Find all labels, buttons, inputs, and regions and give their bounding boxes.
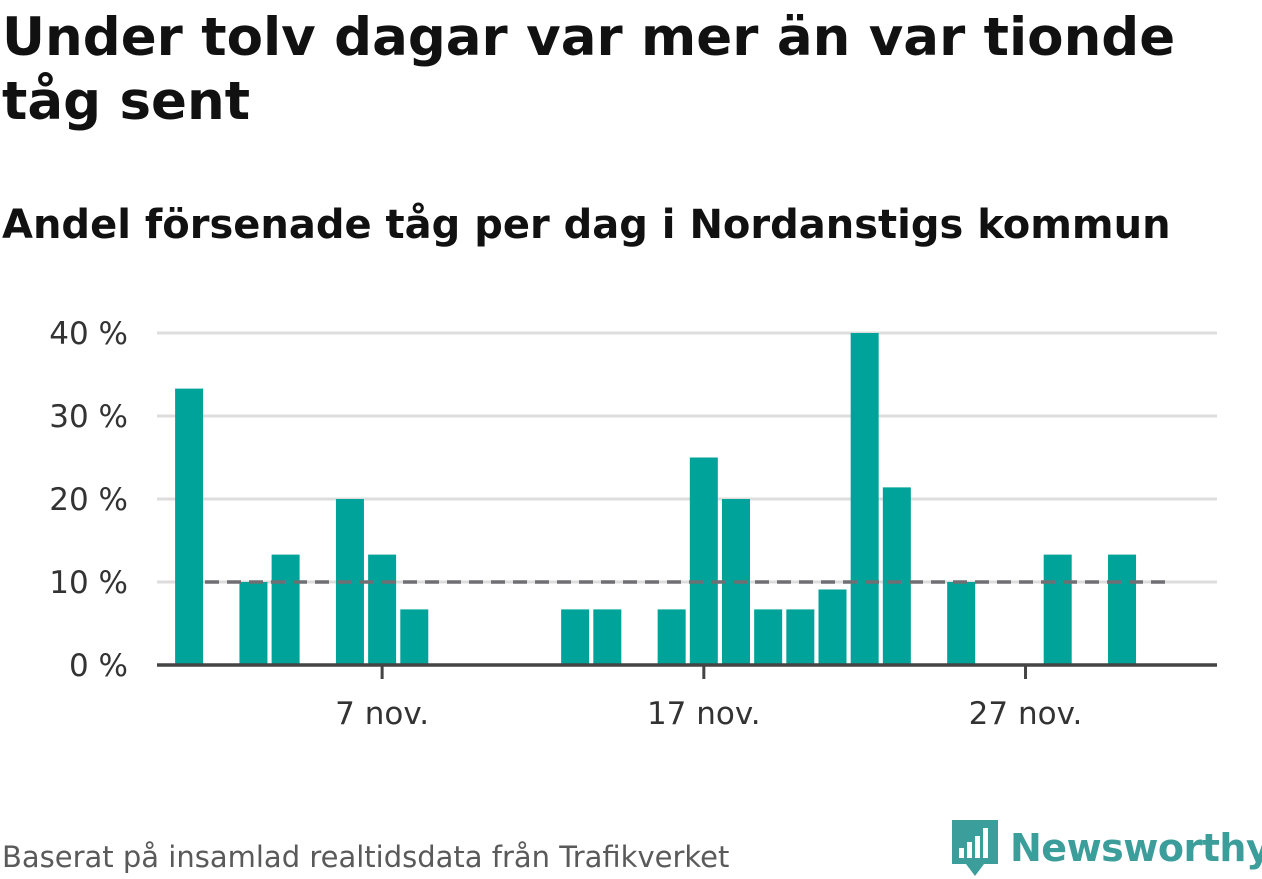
bar <box>271 554 300 665</box>
y-tick-label: 20 % <box>49 482 128 518</box>
bar <box>1043 554 1072 665</box>
page-title: Under tolv dagar var mer än var tionde t… <box>2 7 1176 132</box>
newsworthy-logo-icon <box>952 820 998 876</box>
y-tick-label: 30 % <box>49 399 128 435</box>
bar <box>818 589 847 665</box>
bar <box>947 582 976 665</box>
brand-logo: Newsworthy <box>950 818 1262 878</box>
bar <box>657 609 686 665</box>
bar <box>368 554 397 665</box>
bar <box>239 582 268 665</box>
chart-subtitle: Andel försenade tåg per dag i Nordanstig… <box>2 202 1171 248</box>
brand-name: Newsworthy <box>1010 826 1262 870</box>
source-note: Baserat på insamlad realtidsdata från Tr… <box>2 840 730 874</box>
bar <box>593 609 622 665</box>
x-tick-label: 7 nov. <box>335 696 429 732</box>
y-tick-label: 10 % <box>49 565 128 601</box>
y-tick-label: 0 % <box>69 648 128 684</box>
bar <box>882 487 911 665</box>
bar <box>561 609 590 665</box>
bar <box>754 609 783 665</box>
x-tick-label: 27 nov. <box>969 696 1083 732</box>
bar <box>175 388 204 665</box>
bar <box>1108 554 1137 665</box>
bar <box>689 457 718 665</box>
bar <box>400 609 429 665</box>
bar <box>786 609 815 665</box>
bar <box>850 333 879 665</box>
y-tick-label: 40 % <box>49 316 128 352</box>
x-tick-label: 17 nov. <box>647 696 761 732</box>
